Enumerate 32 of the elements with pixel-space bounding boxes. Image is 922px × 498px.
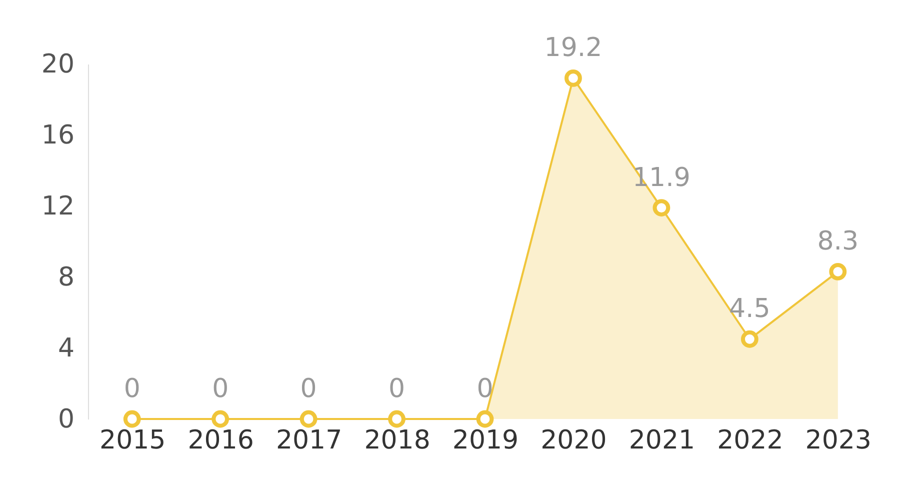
data-label: 4.5 (728, 294, 770, 324)
x-tick-label: 2022 (717, 426, 784, 456)
point (388, 410, 406, 428)
x-tick-label: 2017 (276, 426, 342, 456)
data-label: 0 (212, 374, 229, 404)
y-tick-label: 4 (58, 334, 74, 364)
y-tick-label: 16 (41, 120, 74, 150)
data-label: 8.3 (817, 226, 859, 257)
point (829, 262, 847, 280)
y-tick-label: 20 (41, 50, 74, 80)
y-tick-label: 0 (58, 404, 74, 434)
x-tick-label: 2018 (364, 426, 430, 456)
point (300, 410, 318, 428)
x-tick-label: 2019 (452, 426, 519, 456)
x-tick-label: 2023 (805, 426, 872, 456)
y-tick-label: 8 (58, 262, 74, 292)
data-label: 19.2 (544, 33, 602, 64)
x-tick-label: 2016 (188, 426, 254, 456)
point (740, 330, 758, 348)
data-label: 0 (388, 374, 406, 404)
point (652, 199, 670, 216)
point (564, 70, 582, 87)
data-label: 0 (476, 374, 494, 404)
data-label: 0 (300, 374, 317, 404)
point (212, 410, 230, 428)
x-tick-label: 2015 (100, 426, 166, 456)
point (476, 410, 494, 428)
y-tick-label: 12 (41, 192, 74, 222)
x-tick-label: 2021 (628, 426, 696, 456)
point (123, 410, 141, 428)
x-tick-label: 2020 (540, 426, 607, 456)
data-label: 0 (124, 374, 140, 404)
